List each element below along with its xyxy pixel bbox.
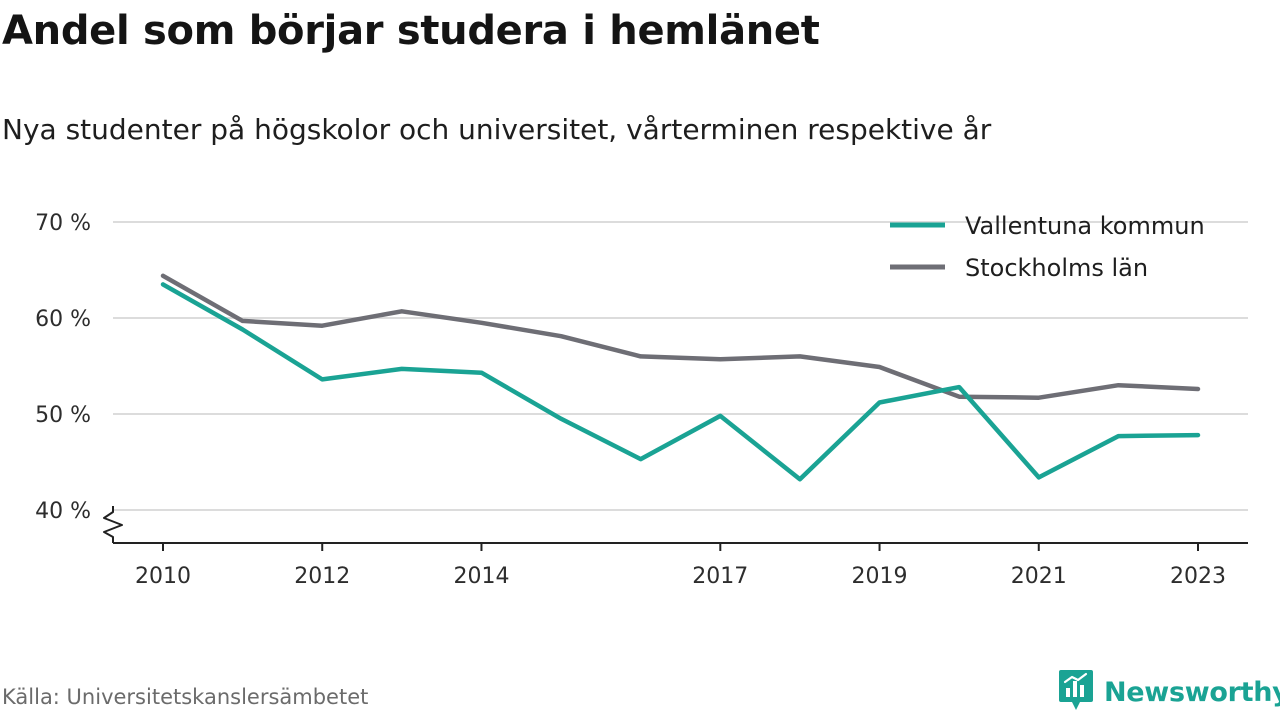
newsworthy-logo-icon <box>1058 668 1094 716</box>
chart-subtitle: Nya studenter på högskolor och universit… <box>2 113 992 146</box>
x-axis <box>103 506 1248 544</box>
series-lines <box>160 273 1201 482</box>
legend: Vallentuna kommun Stockholms län <box>890 212 1205 282</box>
brand-name: Newsworthy <box>1104 676 1280 708</box>
y-axis-ticks: 40 % 50 % 60 % 70 % <box>35 211 91 524</box>
x-tick-label: 2014 <box>453 564 509 589</box>
x-tick-label: 2019 <box>852 564 908 589</box>
y-tick-label: 70 % <box>35 211 91 236</box>
y-tick-label: 50 % <box>35 403 91 428</box>
x-tick-label: 2012 <box>294 564 350 589</box>
chart-title: Andel som börjar studera i hemlänet <box>2 8 820 54</box>
series-line <box>160 282 1201 482</box>
series-line <box>160 273 1201 400</box>
x-tick-label: 2021 <box>1011 564 1067 589</box>
x-tick-label: 2023 <box>1170 564 1226 589</box>
grid-lines <box>113 221 1248 511</box>
x-tick-label: 2010 <box>135 564 191 589</box>
brand[interactable]: Newsworthy <box>1058 670 1280 714</box>
y-axis-break <box>103 506 123 543</box>
legend-label: Vallentuna kommun <box>965 212 1205 240</box>
source-note: Källa: Universitetskanslersämbetet <box>2 685 369 709</box>
x-tick-label: 2017 <box>692 564 748 589</box>
y-tick-label: 40 % <box>35 499 91 524</box>
legend-label: Stockholms län <box>965 254 1148 282</box>
y-tick-label: 60 % <box>35 307 91 332</box>
x-axis-ticks: 2010 2012 2014 2017 2019 2021 2023 <box>135 543 1226 589</box>
